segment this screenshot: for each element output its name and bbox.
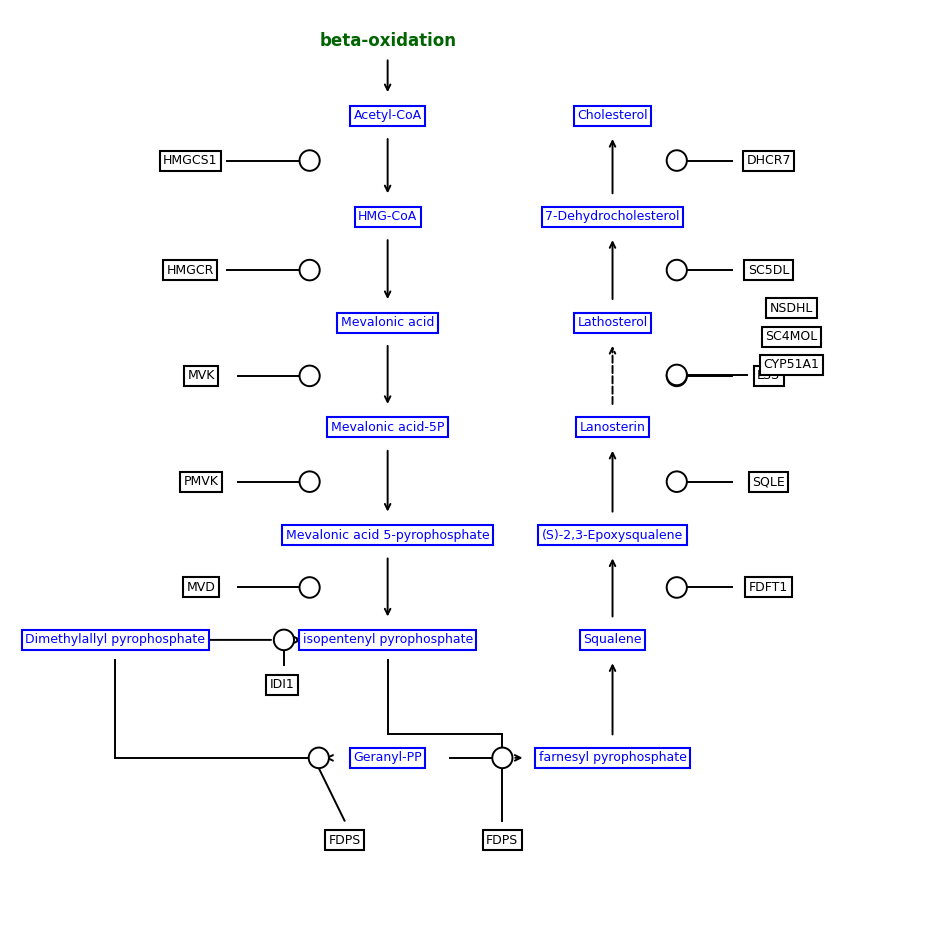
Text: (S)-2,3-Epoxysqualene: (S)-2,3-Epoxysqualene [542, 529, 683, 542]
Text: Mevalonic acid 5-pyrophosphate: Mevalonic acid 5-pyrophosphate [286, 529, 490, 542]
Text: isopentenyl pyrophosphate: isopentenyl pyrophosphate [303, 634, 473, 646]
Text: Mevalonic acid-5P: Mevalonic acid-5P [331, 421, 444, 434]
Circle shape [299, 260, 319, 281]
Circle shape [299, 577, 319, 598]
Text: IDI1: IDI1 [269, 678, 294, 691]
Circle shape [667, 471, 687, 492]
Circle shape [299, 471, 319, 492]
Text: Cholesterol: Cholesterol [577, 109, 648, 122]
Text: DHCR7: DHCR7 [746, 154, 791, 167]
Text: Lanosterin: Lanosterin [580, 421, 645, 434]
Text: Mevalonic acid: Mevalonic acid [341, 316, 434, 329]
Circle shape [299, 365, 319, 386]
Text: HMGCS1: HMGCS1 [163, 154, 218, 167]
Text: farnesyl pyrophosphate: farnesyl pyrophosphate [539, 751, 686, 764]
Text: Geranyl-PP: Geranyl-PP [354, 751, 422, 764]
Text: SC4MOL: SC4MOL [766, 330, 818, 343]
Text: beta-oxidation: beta-oxidation [319, 32, 457, 50]
Text: FDPS: FDPS [329, 834, 360, 847]
Text: SC5DL: SC5DL [748, 264, 789, 277]
Text: 7-Dehydrocholesterol: 7-Dehydrocholesterol [545, 210, 680, 223]
Circle shape [493, 747, 512, 768]
Text: HMG-CoA: HMG-CoA [358, 210, 418, 223]
Circle shape [274, 629, 294, 650]
Text: Lathosterol: Lathosterol [578, 316, 647, 329]
Text: MVK: MVK [188, 369, 215, 382]
Circle shape [667, 150, 687, 171]
Text: PMVK: PMVK [184, 475, 219, 488]
Circle shape [667, 577, 687, 598]
Text: SQLE: SQLE [752, 475, 785, 488]
Text: Squalene: Squalene [583, 634, 642, 646]
Circle shape [299, 150, 319, 171]
Text: Acetyl-CoA: Acetyl-CoA [354, 109, 421, 122]
Text: LSS: LSS [757, 369, 780, 382]
Circle shape [667, 260, 687, 281]
Circle shape [667, 365, 687, 386]
Text: CYP51A1: CYP51A1 [764, 358, 820, 371]
Text: NSDHL: NSDHL [770, 302, 813, 315]
Circle shape [667, 364, 687, 385]
Circle shape [308, 747, 329, 768]
Text: HMGCR: HMGCR [167, 264, 214, 277]
Text: FDPS: FDPS [486, 834, 519, 847]
Text: FDFT1: FDFT1 [749, 581, 788, 594]
Text: Dimethylallyl pyrophosphate: Dimethylallyl pyrophosphate [25, 634, 205, 646]
Text: MVD: MVD [187, 581, 216, 594]
